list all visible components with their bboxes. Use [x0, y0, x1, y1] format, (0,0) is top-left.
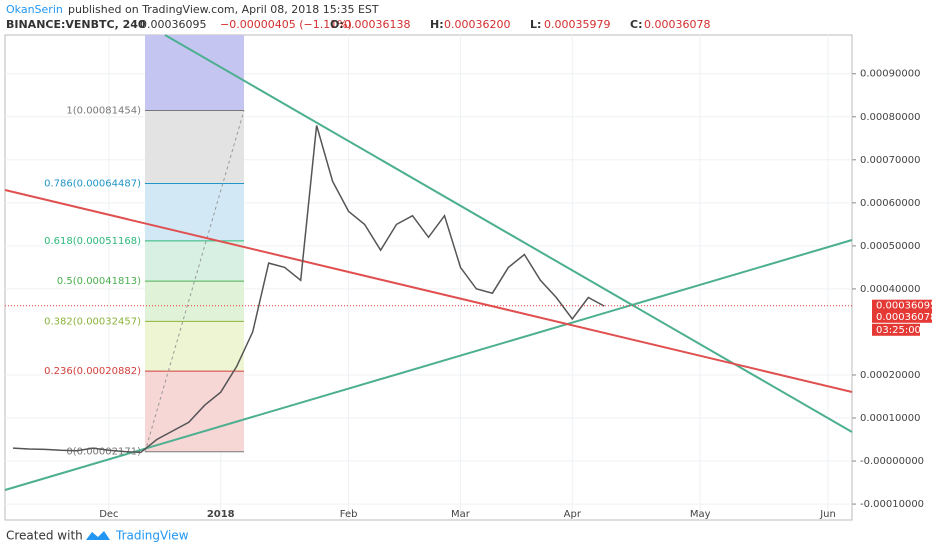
trendline	[4, 189, 853, 393]
ohlc-value: 0.00036078	[644, 18, 710, 31]
y-tick-label: 0.00060000	[860, 198, 920, 209]
y-tick-label: 0.00010000	[860, 413, 920, 424]
ohlc-value: 0.00036138	[344, 18, 410, 31]
y-tick-label: 0.00050000	[860, 241, 920, 252]
price-tag	[872, 310, 932, 323]
y-tick-label: 0.00070000	[860, 155, 920, 166]
y-tick-label: 0.00080000	[860, 112, 920, 123]
countdown: 03:25:00	[876, 325, 921, 336]
price-tag	[872, 299, 932, 312]
y-tick-label: -0.00010000	[860, 499, 924, 510]
symbol: BINANCE:VENBTC, 240	[6, 18, 146, 31]
trendline	[164, 34, 853, 433]
fib-label: 0.5(0.00041813)	[57, 276, 141, 287]
brand[interactable]: TradingView	[115, 529, 189, 543]
fib-band	[145, 110, 244, 184]
x-tick-label: Apr	[564, 509, 582, 520]
x-tick-label: Mar	[451, 509, 471, 520]
fib-band	[145, 35, 244, 111]
last-price: 0.00036095	[140, 18, 206, 31]
x-tick-label: Jun	[819, 509, 836, 520]
fib-band	[145, 371, 244, 452]
countdown-tag	[872, 323, 920, 336]
ohlc-label: O:	[330, 18, 344, 31]
price-line	[12, 125, 605, 454]
ohlc-label: H:	[430, 18, 444, 31]
x-tick-label: Feb	[340, 509, 358, 520]
y-tick-label: 0.00040000	[860, 284, 920, 295]
change: −0.00000405 (−1.11%)	[220, 18, 352, 31]
ohlc-label: L:	[530, 18, 541, 31]
fib-label: 1(0.00081454)	[66, 106, 141, 117]
footer: Created with	[6, 529, 83, 543]
fib-label: 0(0.00002171)	[66, 447, 141, 458]
fib-band	[145, 183, 244, 241]
y-tick-label: -0.00000000	[860, 456, 924, 467]
x-tick-label: May	[690, 509, 711, 520]
fib-band	[145, 321, 244, 372]
ohlc-value: 0.00035979	[544, 18, 610, 31]
fib-trend	[144, 110, 245, 452]
fib-label: 0.618(0.00051168)	[44, 236, 141, 247]
x-tick-label: 2018	[207, 509, 235, 520]
x-tick-label: Dec	[99, 509, 118, 520]
price-tag-label: 0.00036078	[876, 312, 932, 323]
y-tick-label: 0.00020000	[860, 370, 920, 381]
ohlc-label: C:	[630, 18, 642, 31]
published: published on TradingView.com, April 08, …	[68, 3, 379, 16]
logo	[86, 531, 110, 540]
fib-label: 0.382(0.00032457)	[44, 316, 141, 327]
fib-label: 0.236(0.00020882)	[44, 366, 141, 377]
fib-band	[145, 240, 244, 282]
price-tag-label: 0.00036095	[876, 301, 932, 312]
ohlc-value: 0.00036200	[444, 18, 510, 31]
fib-label: 0.786(0.00064487)	[44, 179, 141, 190]
author[interactable]: OkanSerin	[6, 3, 63, 16]
fib-band	[145, 281, 244, 322]
y-tick-label: 0.00090000	[860, 69, 920, 80]
